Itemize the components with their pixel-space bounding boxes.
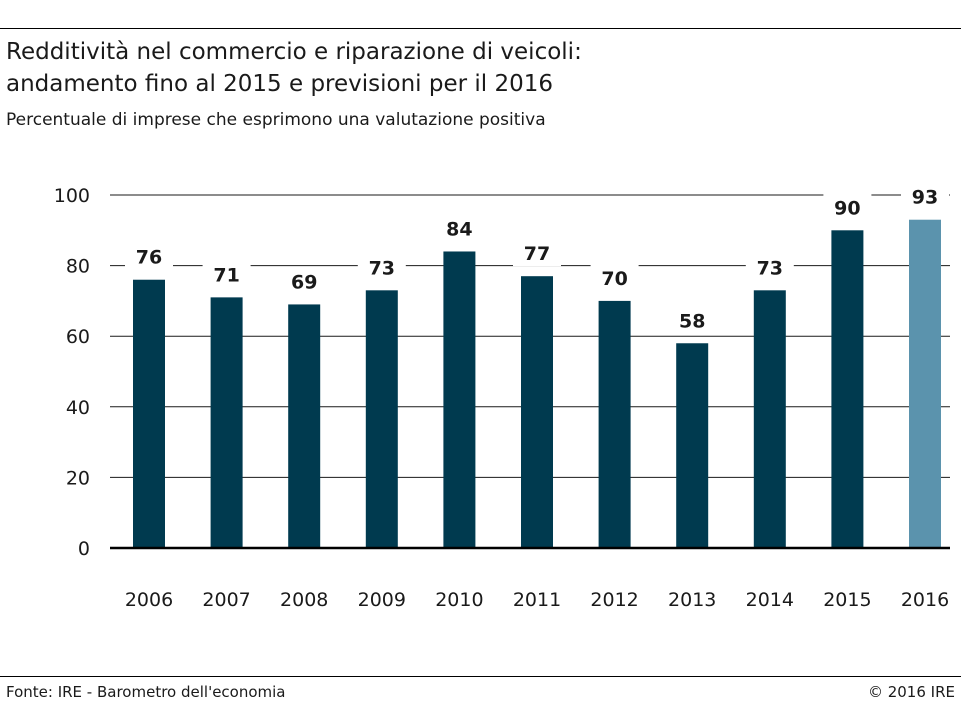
x-tick-label: 2009: [358, 589, 406, 611]
bar: [831, 230, 864, 549]
data-label-background: [357, 254, 406, 281]
source-note: Fonte: IRE - Barometro dell'economia: [6, 683, 286, 701]
data-label-background: [513, 240, 561, 267]
data-label: 58: [679, 310, 705, 332]
data-label-background: [590, 264, 639, 291]
y-tick-label: 80: [66, 256, 90, 278]
data-label-background: [823, 194, 872, 221]
data-label: 70: [601, 268, 627, 290]
x-tick-label: 2014: [746, 589, 794, 611]
x-tick-label: 2011: [513, 589, 561, 611]
y-tick-label: 100: [54, 185, 90, 207]
x-tick-label: 2016: [901, 589, 949, 611]
x-tick-label: 2015: [823, 589, 871, 611]
data-label-background: [202, 261, 251, 288]
bar: [365, 290, 398, 548]
chart-title-line2: andamento fino al 2015 e previsioni per …: [6, 71, 554, 97]
bar: [443, 251, 476, 549]
bar: [210, 297, 243, 548]
bottom-rule: [0, 676, 961, 677]
bar-forecast: [909, 219, 941, 548]
bar: [288, 304, 321, 548]
x-tick-label: 2010: [435, 589, 483, 611]
x-tick-label: 2012: [590, 589, 638, 611]
data-label: 73: [369, 257, 395, 279]
data-label: 84: [446, 218, 472, 240]
bar: [133, 279, 165, 548]
x-tick-label: 2006: [125, 589, 173, 611]
y-tick-label: 20: [66, 467, 90, 489]
data-label-background: [125, 243, 173, 270]
data-label-background: [901, 183, 949, 210]
y-tick-label: 0: [78, 538, 90, 560]
chart-title: Redditività nel commercio e riparazione …: [6, 36, 946, 100]
x-tick-label: 2008: [280, 589, 328, 611]
bar: [521, 276, 553, 548]
copyright-note: © 2016 IRE: [867, 683, 955, 701]
data-label: 71: [213, 264, 239, 286]
top-rule: [0, 28, 961, 29]
data-label: 69: [291, 271, 317, 293]
x-tick-label: 2007: [202, 589, 250, 611]
data-label-background: [745, 254, 794, 281]
data-label: 76: [136, 247, 162, 269]
data-label: 73: [757, 257, 783, 279]
data-label-background: [668, 307, 717, 334]
data-label: 77: [524, 243, 550, 265]
data-label: 90: [834, 197, 860, 219]
x-tick-label: 2013: [668, 589, 716, 611]
y-tick-label: 60: [66, 326, 90, 348]
bar: [753, 290, 786, 548]
data-label: 93: [912, 187, 938, 209]
chart-title-line1: Redditività nel commercio e riparazione …: [6, 39, 582, 65]
bar: [676, 343, 709, 548]
chart-subtitle: Percentuale di imprese che esprimono una…: [6, 110, 546, 130]
y-tick-label: 40: [66, 397, 90, 419]
data-label-background: [280, 268, 329, 295]
bar: [598, 300, 631, 548]
data-label-background: [435, 215, 484, 242]
